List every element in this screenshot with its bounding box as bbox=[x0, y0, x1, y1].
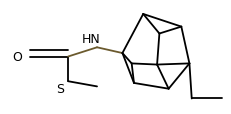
Text: S: S bbox=[56, 82, 64, 95]
Text: O: O bbox=[12, 51, 22, 63]
Text: HN: HN bbox=[82, 32, 101, 45]
